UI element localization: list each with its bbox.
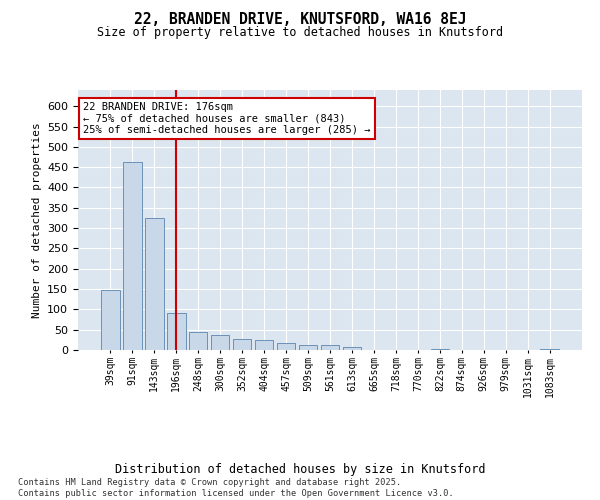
Bar (123, 162, 142, 350)
Bar (211, 334, 229, 350)
Bar (255, 340, 274, 350)
Bar (189, 332, 208, 350)
Text: Contains HM Land Registry data © Crown copyright and database right 2025.
Contai: Contains HM Land Registry data © Crown c… (18, 478, 454, 498)
Text: Distribution of detached houses by size in Knutsford: Distribution of detached houses by size … (115, 462, 485, 475)
Bar (320, 345, 340, 350)
Bar (145, 218, 164, 350)
Text: 22 BRANDEN DRIVE: 176sqm
← 75% of detached houses are smaller (843)
25% of semi-: 22 BRANDEN DRIVE: 176sqm ← 75% of detach… (83, 102, 371, 135)
Y-axis label: Number of detached properties: Number of detached properties (32, 122, 41, 318)
Bar (541, 349, 559, 350)
Text: Size of property relative to detached houses in Knutsford: Size of property relative to detached ho… (97, 26, 503, 39)
Bar (343, 347, 361, 350)
Bar (101, 290, 119, 350)
Bar (431, 349, 449, 350)
Bar (277, 342, 295, 350)
Bar (167, 314, 185, 350)
Text: 22, BRANDEN DRIVE, KNUTSFORD, WA16 8EJ: 22, BRANDEN DRIVE, KNUTSFORD, WA16 8EJ (134, 12, 466, 28)
Bar (233, 338, 251, 350)
Bar (299, 345, 317, 350)
